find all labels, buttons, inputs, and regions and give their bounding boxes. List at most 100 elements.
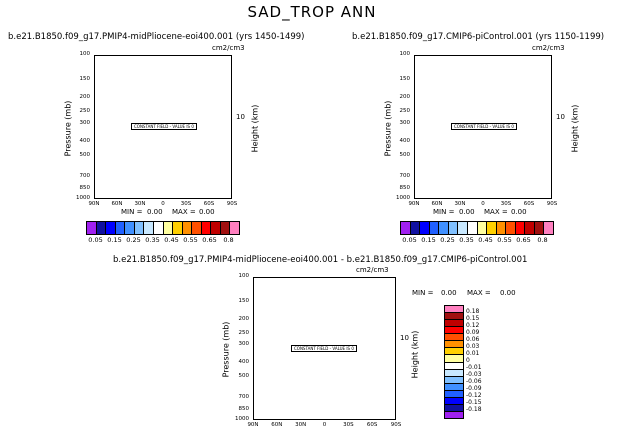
panel-2-colorbar-labels-12: 0.65: [516, 236, 531, 244]
panel-1-colorbar-labels-0: 0.05: [88, 236, 103, 244]
panel-3-ytick-400: 400: [238, 359, 250, 366]
panel-3-constant-field: CONSTANT FIELD - VALUE IS 0: [291, 345, 357, 352]
panel-3-ytick-100: 100: [238, 273, 250, 279]
panel-3-colorbar-swatch-12: [445, 390, 463, 398]
panel-1-xtick-0: 90N: [88, 201, 100, 207]
panel-2-right-label: Height (km): [570, 104, 580, 153]
panel-3-colorbar-swatch-5: [445, 341, 463, 349]
panel-2-ytick-300: 300: [399, 119, 411, 126]
panel-3-colorbar-swatch-8: [445, 362, 463, 370]
panel-3-xtick-1: 60N: [271, 422, 283, 428]
panel-2-right-tick: 10: [556, 113, 565, 121]
panel-3-colorbar-labels-12: -0.12: [466, 392, 482, 399]
panel-1-colorbar-labels-12: 0.65: [202, 236, 217, 244]
panel-2-xtick-0: 90N: [408, 201, 420, 207]
panel-1-colorbar-swatch-0: [87, 222, 97, 234]
panel-2-ytick-150: 150: [399, 76, 411, 83]
panel-1-ytick-850: 850: [79, 184, 91, 191]
panel-1-colorbar-swatch-8: [163, 222, 174, 234]
panel-2-colorbar-labels-4: 0.25: [440, 236, 455, 244]
panel-1-colorbar-swatch-7: [153, 222, 164, 234]
panel-1-xtick-2: 30N: [134, 201, 146, 207]
panel-2-colorbar-swatch-2: [420, 222, 430, 234]
panel-1-ytick-200: 200: [79, 94, 91, 101]
panel-1-colorbar-swatch-6: [144, 222, 154, 234]
panel-1-ytick-500: 500: [79, 151, 91, 158]
panel-3-max-value: 0.00: [500, 289, 516, 297]
panel-2-ytick-850: 850: [399, 184, 411, 191]
panel-2-ytick-400: 400: [399, 137, 411, 144]
panel-3-units: cm2/cm3: [356, 266, 389, 274]
panel-2-plot: CONSTANT FIELD - VALUE IS 0: [414, 55, 552, 199]
panel-2-colorbar-swatch-7: [467, 222, 478, 234]
panel-3-ytick-850: 850: [238, 405, 250, 412]
panel-1-units: cm2/cm3: [212, 44, 245, 52]
figure-title: SAD_TROP ANN: [247, 3, 377, 21]
panel-2-colorbar-labels-6: 0.35: [459, 236, 474, 244]
panel-2-ylabel: Pressure (mb): [383, 100, 393, 157]
panel-3-min-label: MIN =: [412, 289, 434, 297]
panel-3-xtick-5: 60S: [366, 422, 378, 428]
panel-3-min-value: 0.00: [441, 289, 457, 297]
panel-1-colorbar-swatch-10: [182, 222, 193, 234]
panel-2-min-label: MIN =: [433, 208, 455, 216]
panel-3-colorbar-labels-4: 0.06: [466, 336, 480, 343]
panel-3-colorbar-labels-5: 0.03: [466, 343, 480, 350]
panel-2-colorbar-swatch-13: [525, 222, 535, 234]
panel-2-colorbar-swatch-15: [544, 222, 553, 234]
panel-3-xtick-6: 90S: [390, 422, 402, 428]
panel-2-xtick-4: 30S: [500, 201, 512, 207]
panel-2-ytick-200: 200: [399, 94, 411, 101]
panel-2-min-value: 0.00: [459, 208, 475, 216]
panel-2-colorbar-swatch-10: [496, 222, 507, 234]
panel-3-colorbar-labels-8: -0.01: [466, 364, 482, 371]
panel-2-ytick-1000: 1000: [396, 195, 410, 201]
panel-3-right-label: Height (km): [410, 330, 420, 379]
panel-3-colorbar-labels-14: -0.18: [466, 406, 482, 413]
panel-3-colorbar-labels-2: 0.12: [466, 322, 480, 329]
panel-1-min-label: MIN =: [121, 208, 143, 216]
panel-1-ytick-300: 300: [79, 119, 91, 126]
panel-3-colorbar-swatch-14: [445, 404, 463, 412]
panel-3-max-label: MAX =: [467, 289, 491, 297]
panel-3-colorbar-labels-10: -0.06: [466, 378, 482, 385]
panel-3-xtick-3: 0: [322, 422, 327, 428]
panel-3-colorbar-labels-13: -0.15: [466, 399, 482, 406]
panel-2-colorbar-swatch-4: [439, 222, 449, 234]
panel-2-ytick-250: 250: [399, 108, 411, 115]
panel-3-ytick-700: 700: [238, 393, 250, 400]
panel-2-colorbar-swatch-0: [401, 222, 411, 234]
panel-1-ytick-250: 250: [79, 108, 91, 115]
panel-1-colorbar-swatch-1: [96, 222, 107, 234]
panel-3-colorbar-labels-7: 0: [466, 357, 470, 364]
panel-1-plot: CONSTANT FIELD - VALUE IS 0: [94, 55, 232, 199]
panel-1-xtick-4: 30S: [180, 201, 192, 207]
panel-1-colorbar-labels-14: 0.8: [223, 236, 234, 244]
panel-3-colorbar-swatch-10: [445, 376, 463, 384]
panel-1-xtick-5: 60S: [203, 201, 215, 207]
panel-3-ytick-200: 200: [238, 316, 250, 323]
panel-1-min-value: 0.00: [147, 208, 163, 216]
panel-1-colorbar-swatch-5: [134, 222, 145, 234]
panel-2-colorbar-swatch-5: [448, 222, 459, 234]
panel-1-colorbar-swatch-15: [230, 222, 239, 234]
panel-2-ytick-700: 700: [399, 172, 411, 179]
panel-3-colorbar-swatch-1: [445, 313, 463, 321]
panel-3-colorbar-swatch-0: [445, 306, 463, 314]
panel-1-xtick-6: 90S: [226, 201, 238, 207]
panel-3-ylabel: Pressure (mb): [221, 321, 231, 378]
panel-3-colorbar-labels-1: 0.15: [466, 315, 480, 322]
panel-2-ytick-100: 100: [399, 51, 411, 57]
panel-3-ytick-150: 150: [238, 298, 250, 305]
panel-1-ytick-100: 100: [79, 51, 91, 57]
panel-3-plot: CONSTANT FIELD - VALUE IS 0: [253, 277, 396, 420]
panel-1-colorbar-labels-10: 0.55: [183, 236, 198, 244]
panel-1-constant-field: CONSTANT FIELD - VALUE IS 0: [131, 123, 197, 130]
panel-3-colorbar-labels-9: -0.03: [466, 371, 482, 378]
panel-2-max-label: MAX =: [484, 208, 508, 216]
panel-2-colorbar-swatch-6: [458, 222, 468, 234]
panel-3-colorbar-swatch-13: [445, 397, 463, 405]
panel-1-colorbar: [86, 221, 240, 235]
panel-2-colorbar-labels-2: 0.15: [421, 236, 436, 244]
panel-1-colorbar-swatch-3: [115, 222, 126, 234]
